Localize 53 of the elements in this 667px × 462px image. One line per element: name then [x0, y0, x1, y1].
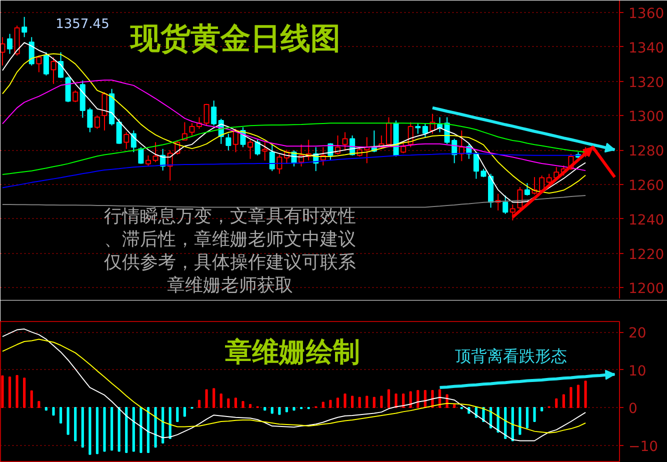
candlestick [6, 33, 13, 54]
y-tick-label: 1320 [628, 74, 664, 91]
annotation: 顶背离看跌形态 [454, 346, 567, 366]
line-series [511, 146, 616, 219]
candlestick [276, 154, 282, 174]
candlestick [204, 103, 210, 126]
candlestick [28, 36, 34, 66]
candlestick [22, 16, 28, 38]
y-tick-label: 0 [628, 401, 638, 418]
y-tick-label: 1300 [628, 109, 664, 126]
text: 现货黄金日线图 [129, 21, 340, 56]
candlestick [342, 132, 348, 150]
y-tick-label: 1340 [628, 40, 664, 56]
candlestick [65, 76, 71, 103]
candlestick [43, 52, 49, 76]
y-tick-label: 1220 [628, 246, 664, 263]
candlestick [524, 182, 530, 196]
candlestick [211, 100, 217, 126]
candlestick [102, 92, 108, 131]
candlestick [422, 123, 428, 138]
line-series [2, 328, 586, 442]
y-tick-label: 10 [628, 363, 646, 380]
candlestick [262, 142, 268, 162]
candlestick [248, 139, 254, 160]
candlestick [116, 118, 122, 144]
annotation: 行情瞬息万变，文章具有时效性、滞后性，章维姗老师文中建议仅供参考，具体操作建议可联系章维姗老师获取 [104, 206, 356, 296]
candlestick [189, 122, 195, 136]
candlestick [502, 195, 508, 214]
candlestick [145, 154, 151, 167]
y-tick-label: 20 [628, 326, 646, 342]
y-tick-label: −10 [628, 438, 658, 455]
candlestick [50, 56, 56, 84]
candlestick [400, 142, 406, 154]
annotation: 1357.45 [56, 16, 110, 32]
candlestick [152, 142, 158, 163]
y-tick-label: 1200 [628, 281, 664, 298]
y-tick-label: 1260 [628, 178, 664, 194]
candlestick [226, 133, 232, 151]
line-series [2, 338, 586, 434]
y-tick-label: 1280 [628, 144, 664, 160]
candlestick [138, 146, 144, 164]
line-series [2, 80, 586, 172]
y-tick-label: 1240 [628, 212, 664, 228]
candlestick [269, 143, 275, 172]
candlestick [58, 52, 64, 78]
candlestick [72, 90, 78, 103]
text: 章维姗绘制 [224, 336, 360, 368]
candlestick [386, 116, 392, 148]
candlestick [94, 115, 100, 130]
candlestick [254, 139, 260, 156]
candlestick [124, 132, 130, 150]
y-tick-label: 1360 [628, 6, 664, 22]
candlestick [415, 122, 421, 134]
